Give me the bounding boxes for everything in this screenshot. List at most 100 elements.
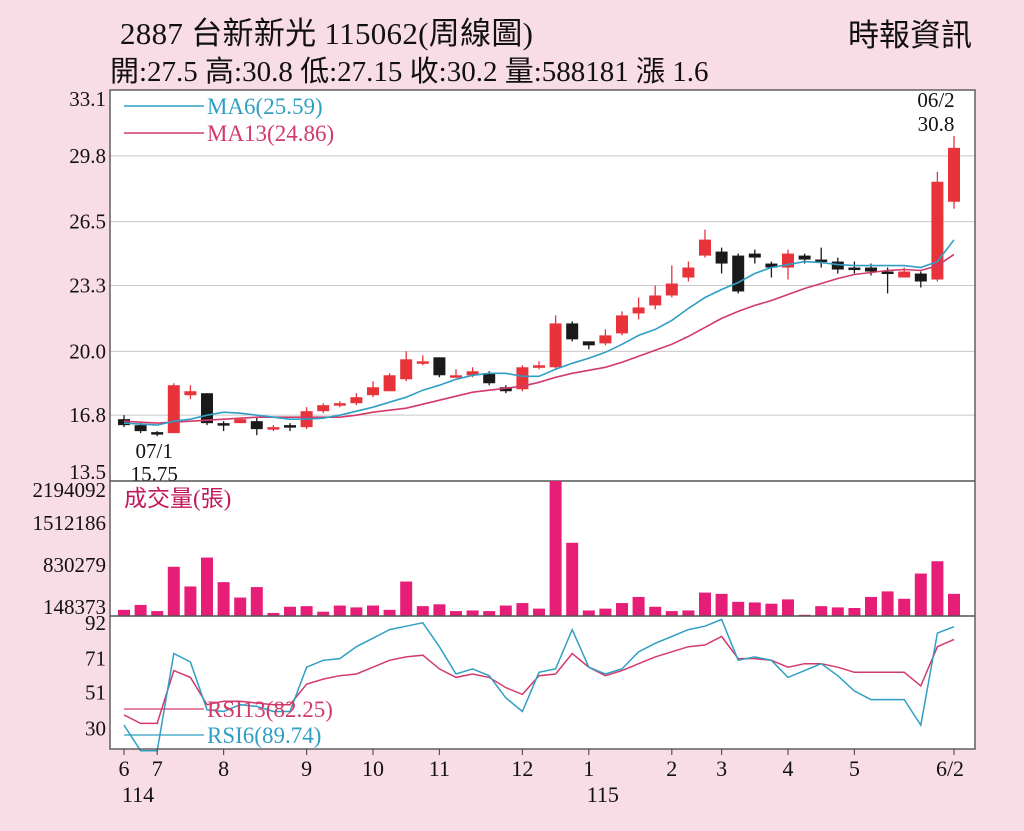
volume-bar	[383, 609, 396, 616]
candle-body	[416, 361, 429, 364]
candle-body	[798, 255, 811, 260]
candle-body	[665, 283, 678, 296]
volume-bar	[433, 604, 446, 616]
volume-bar	[914, 573, 927, 616]
candle-body	[748, 253, 761, 258]
volume-tick-label: 1512186	[33, 511, 107, 535]
x-tick-label: 3	[716, 756, 727, 781]
candle-body	[234, 419, 247, 424]
candle-body	[566, 323, 579, 340]
ma13-line	[123, 253, 955, 424]
candle-body	[881, 271, 894, 275]
volume-bar	[367, 605, 379, 616]
price-tick-label: 13.5	[69, 460, 106, 484]
rsi-tick-label: 30	[85, 717, 106, 741]
volume-bar	[300, 606, 313, 616]
volume-bar	[649, 606, 662, 616]
ma6-legend-label: MA6(25.59)	[207, 94, 323, 119]
rsi-tick-label: 71	[85, 647, 106, 671]
high-annotation-value: 30.8	[918, 112, 955, 136]
volume-bar	[848, 608, 861, 616]
volume-bar	[582, 610, 595, 616]
candle-body	[118, 419, 130, 426]
volume-bar	[167, 566, 180, 616]
volume-bar	[748, 602, 761, 616]
volume-bar	[466, 610, 479, 616]
x-tick-label: 4	[783, 756, 794, 781]
candle-body	[582, 341, 595, 346]
volume-bar	[616, 603, 628, 616]
candle-body	[350, 397, 363, 404]
volume-bar	[782, 599, 794, 616]
candle-body	[367, 387, 379, 396]
x-tick-label: 1	[583, 756, 594, 781]
candle-body	[284, 425, 296, 428]
ma13-legend-label: MA13(24.86)	[207, 121, 334, 146]
candle-body	[632, 307, 645, 314]
candle-body	[715, 251, 728, 264]
price-stats: 開:27.5 高:30.8 低:27.15 收:30.2 量:588181 漲 …	[110, 56, 709, 88]
candle-body	[466, 371, 479, 376]
volume-bar	[118, 609, 130, 616]
candle-body	[616, 315, 628, 334]
x-year-label: 114	[122, 782, 154, 807]
candle-body	[201, 393, 213, 424]
price-tick-label: 16.8	[69, 403, 106, 427]
volume-bar	[400, 581, 413, 616]
volume-tick-label: 830279	[43, 553, 106, 577]
price-tick-label: 26.5	[69, 210, 106, 234]
candle-body	[898, 271, 911, 278]
chart-title: 2887 台新新光 115062(周線圖)	[120, 16, 534, 51]
volume-bar	[533, 608, 545, 616]
plot-frame	[109, 89, 976, 750]
chart-header: 2887 台新新光 115062(周線圖) 開:27.5 高:30.8 低:27…	[0, 0, 1024, 88]
volume-bar	[267, 612, 280, 616]
rsi-panel: 92 71 51 30 RSI13(82.25)RSI6(89.74)	[85, 611, 975, 752]
volume-bar	[284, 606, 296, 616]
candle-body	[516, 367, 529, 390]
volume-bar	[765, 603, 778, 616]
candle-body	[450, 375, 462, 378]
low-annotation-date: 07/1	[136, 439, 173, 463]
candle-body	[250, 421, 263, 430]
candle-body	[914, 273, 927, 282]
candle-body	[317, 405, 330, 412]
volume-bar	[333, 605, 346, 616]
volume-bar	[732, 601, 745, 616]
volume-bar	[184, 586, 197, 616]
low-annotation-value: 15.75	[131, 462, 178, 486]
volume-bar	[599, 608, 612, 616]
x-tick-label: 2	[666, 756, 677, 781]
candle-body	[848, 267, 861, 271]
candle-body	[267, 427, 280, 430]
x-tick-label: 11	[429, 756, 450, 781]
rsi-tick-label: 51	[85, 681, 106, 705]
volume-bar	[715, 593, 728, 616]
rsi13-legend-label: RSI13(82.25)	[207, 697, 333, 722]
price-tick-label: 33.1	[69, 87, 106, 111]
x-tick-label: 6/2	[936, 756, 964, 781]
volume-bar	[865, 596, 877, 616]
volume-panel: 2194092 1512186 830279 148373 成交量(張)	[33, 478, 975, 619]
volume-bar	[416, 606, 429, 616]
volume-bar	[699, 592, 711, 616]
price-tick-label: 23.3	[69, 274, 106, 298]
volume-bar	[881, 591, 894, 616]
volume-bar	[948, 593, 960, 616]
volume-tick-label: 2194092	[33, 478, 107, 502]
volume-bar	[665, 611, 678, 616]
candle-body	[333, 403, 346, 406]
x-tick-label: 8	[218, 756, 229, 781]
x-tick-label: 7	[152, 756, 163, 781]
volume-bar	[317, 611, 330, 616]
volume-bar	[134, 604, 147, 616]
rsi6-legend-label: RSI6(89.74)	[207, 723, 321, 748]
rsi6-line	[123, 618, 955, 752]
candle-body	[682, 267, 695, 278]
volume-bar	[450, 611, 462, 616]
price-panel: 33.1 29.8 26.5 23.3 20.0 16.8 13.5 MA6(25.59)MA…	[69, 87, 975, 749]
candle-body	[765, 263, 778, 268]
plot-background	[110, 90, 975, 749]
